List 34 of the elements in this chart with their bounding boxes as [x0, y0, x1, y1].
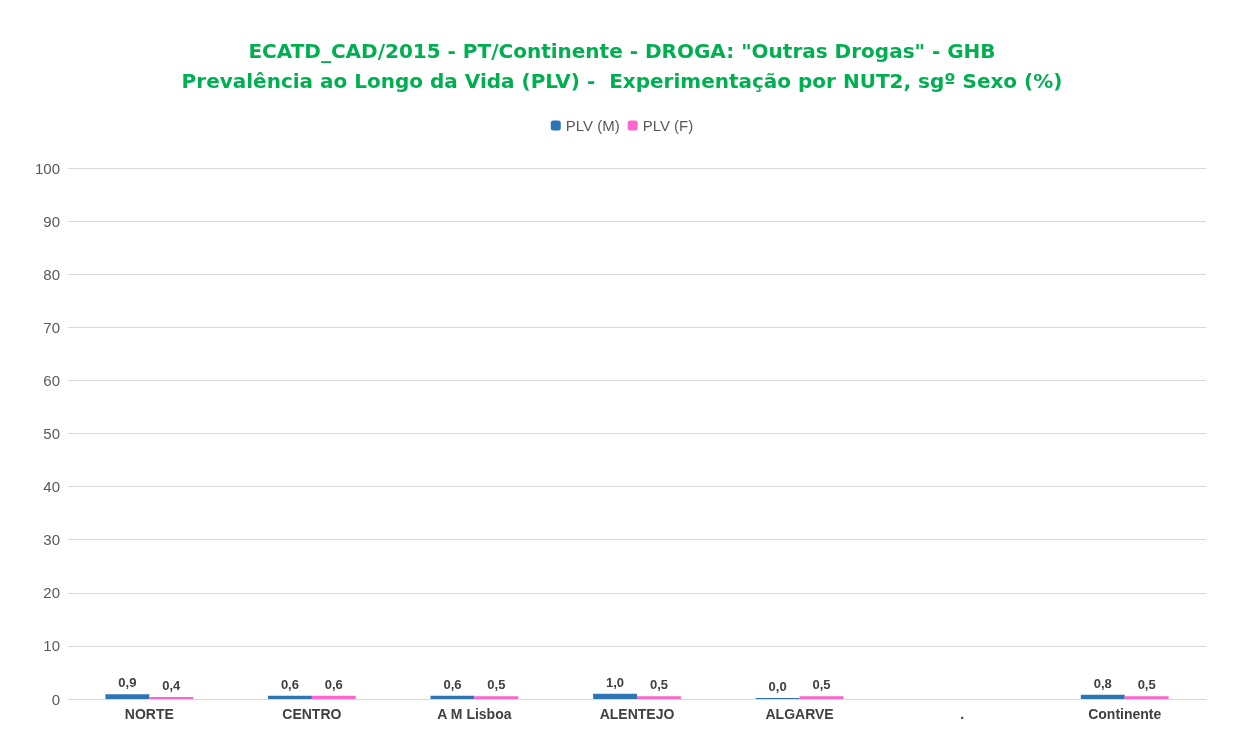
y-tick-label: 0	[51, 690, 60, 708]
data-label: 0,4	[162, 677, 182, 693]
data-label: 0,5	[1137, 677, 1156, 693]
legend-label: PLV (F)	[642, 117, 694, 134]
x-tick-label: .	[960, 706, 965, 722]
y-tick-label: 20	[43, 584, 60, 602]
y-tick-label: 40	[43, 478, 60, 496]
data-label: 0,6	[443, 676, 462, 692]
data-label: 1,0	[606, 674, 625, 690]
x-tick-label: ALENTEJO	[599, 706, 675, 722]
x-tick-label: NORTE	[124, 706, 174, 722]
y-tick-label: 90	[43, 212, 60, 230]
y-tick-label: 80	[43, 265, 60, 283]
chart-subtitle: Prevalência ao Longo da Vida (PLV) - Experimentação por NUT2, sgº Sexo (%)	[181, 69, 1063, 93]
legend-label: PLV (M)	[565, 117, 620, 134]
data-label: 0,5	[487, 677, 506, 693]
y-tick-label: 30	[43, 531, 60, 549]
chart-title: ECATD_CAD/2015 - PT/Continente - DROGA: "Outras Drogas" - GHB	[248, 39, 996, 63]
data-label: 0,8	[1093, 675, 1112, 691]
data-label: 0,6	[280, 676, 299, 692]
data-label: 0,9	[118, 675, 137, 691]
x-tick-label: ALGARVE	[765, 706, 834, 722]
data-label: 0,0	[768, 679, 787, 694]
data-label: 0,5	[812, 677, 831, 693]
data-label: 0,6	[324, 676, 343, 692]
y-tick-label: 100	[34, 159, 60, 177]
x-tick-label: CENTRO	[282, 706, 342, 722]
x-tick-label: Continente	[1088, 706, 1162, 722]
y-tick-label: 50	[43, 425, 60, 442]
x-tick-label: A M Lisboa	[437, 706, 512, 722]
y-tick-label: 60	[43, 371, 60, 389]
y-tick-label: 10	[43, 637, 60, 655]
y-tick-label: 70	[43, 318, 60, 336]
data-label: 0,5	[649, 677, 668, 693]
